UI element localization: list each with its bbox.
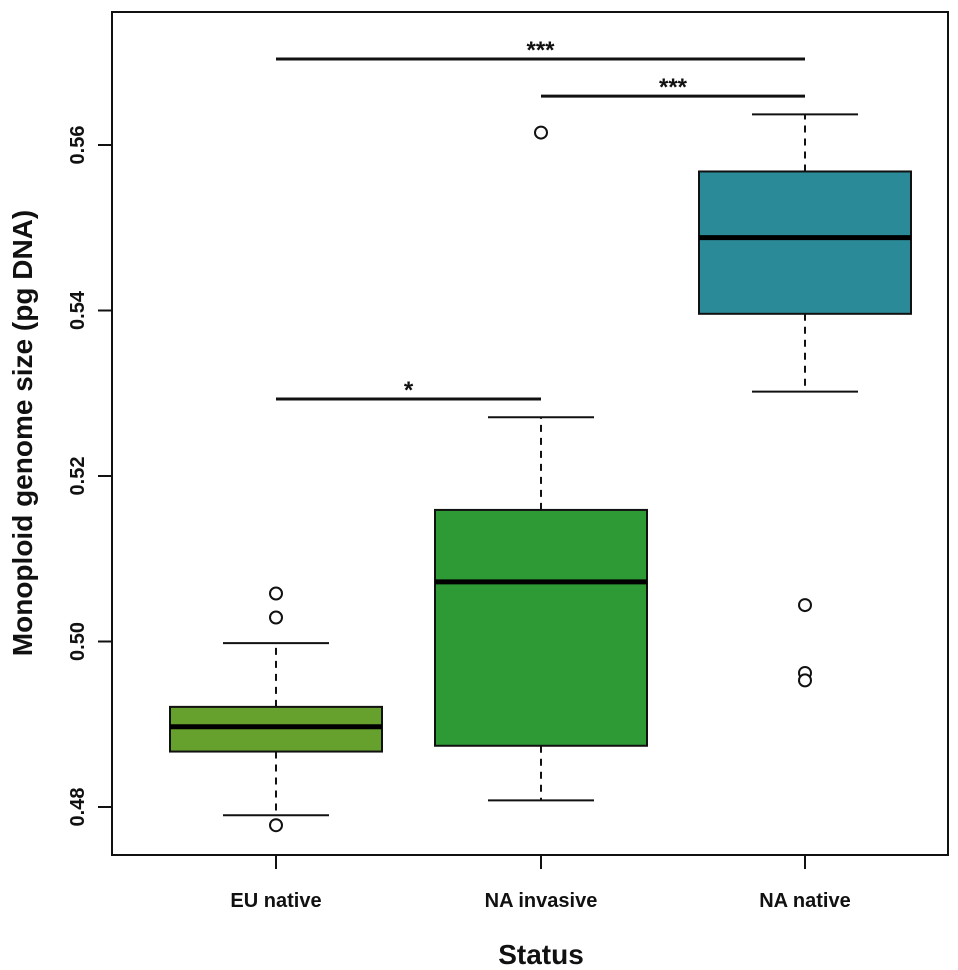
outlier-point — [269, 818, 283, 833]
box — [698, 170, 912, 315]
boxes — [169, 113, 912, 833]
y-axis-title: Monoploid genome size (pg DNA) — [7, 210, 38, 656]
outlier-point — [269, 586, 283, 601]
box — [434, 508, 648, 747]
x-tick-label: NA invasive — [485, 890, 598, 912]
x-axis: EU native NA invasive NA native — [230, 855, 851, 912]
significance-label: * — [404, 377, 414, 404]
y-axis: 0.48 0.50 0.52 0.54 0.56 — [67, 126, 112, 827]
significance-label: *** — [526, 37, 555, 64]
outlier-point — [798, 673, 812, 688]
outlier-point — [269, 610, 283, 625]
box-group — [169, 586, 383, 833]
y-tick-label: 0.52 — [67, 457, 89, 496]
y-tick-label: 0.48 — [67, 788, 89, 827]
x-axis-title: Status — [498, 939, 584, 970]
box-group — [434, 125, 648, 802]
significance-label: *** — [659, 74, 688, 101]
y-tick-label: 0.56 — [67, 126, 89, 165]
box-group — [698, 113, 912, 688]
x-tick-label: EU native — [230, 890, 321, 912]
outlier-point — [798, 598, 812, 613]
x-tick-label: NA native — [759, 890, 851, 912]
outlier-point — [534, 125, 548, 140]
y-tick-label: 0.50 — [67, 622, 89, 661]
significance-brackets: ******* — [276, 37, 805, 404]
y-tick-label: 0.54 — [67, 290, 89, 330]
plot-frame — [111, 11, 949, 856]
